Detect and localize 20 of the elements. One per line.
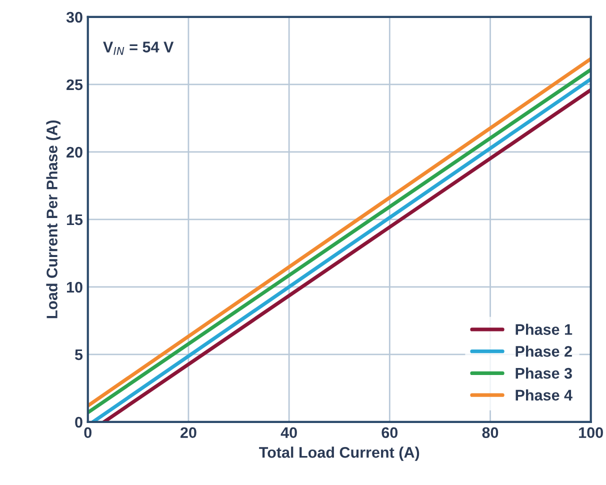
y-tick-label: 25: [66, 79, 83, 90]
x-tick-label: 40: [280, 427, 297, 438]
legend-label: Phase 2: [516, 346, 572, 357]
y-axis-title: Load Current Per Phase (A): [46, 120, 60, 318]
y-tick-label: 5: [74, 349, 83, 360]
x-tick-label: 100: [579, 427, 603, 438]
y-tick-label: 30: [66, 12, 82, 23]
y-tick-label: 15: [66, 214, 83, 226]
x-axis-title: Total Load Current (A): [259, 446, 420, 461]
x-tick-label: 60: [382, 427, 398, 438]
y-tick-label: 0: [75, 416, 82, 428]
legend-label: Phase 4: [516, 389, 572, 401]
y-tick-label: 10: [66, 282, 82, 293]
legend-label: Phase 1: [516, 324, 572, 335]
x-tick-label: 80: [482, 427, 498, 438]
x-tick-label: 20: [180, 427, 196, 438]
y-tick-label: 20: [66, 146, 82, 158]
annotation: V$_{IN}$ = 54 V: [103, 42, 174, 55]
legend-label: Phase 3: [516, 367, 572, 379]
x-tick-label: 0: [84, 427, 92, 438]
